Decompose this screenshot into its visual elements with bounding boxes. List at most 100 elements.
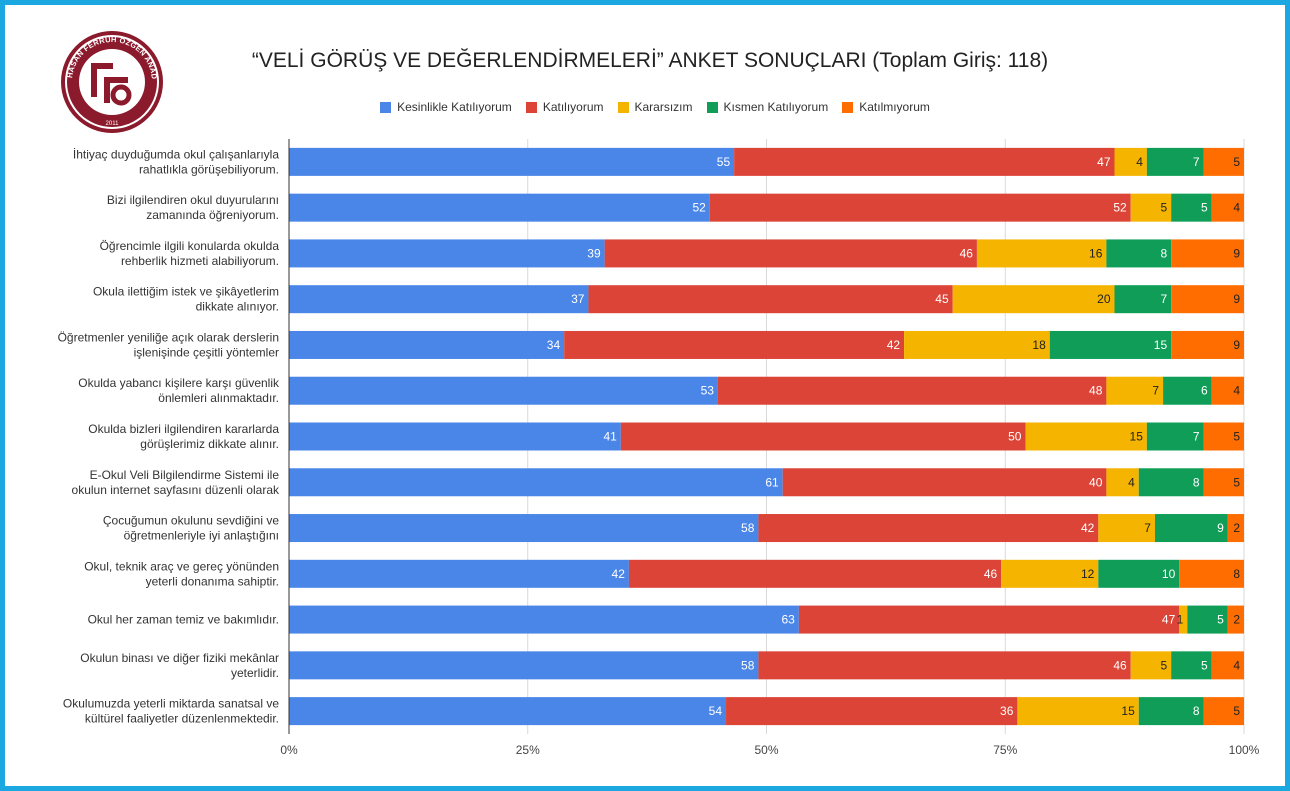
- bar-segment: [1106, 468, 1139, 497]
- data-label: 7: [1160, 292, 1167, 306]
- data-label: 9: [1233, 246, 1240, 260]
- data-label: 46: [960, 246, 974, 260]
- bar-segment: [1001, 559, 1099, 588]
- data-label: 47: [1097, 155, 1111, 169]
- data-label: 50: [1008, 430, 1022, 444]
- data-label: 6: [1201, 384, 1208, 398]
- bar-segment: [758, 651, 1131, 680]
- legend-item-2: Kararsızım: [617, 100, 693, 114]
- category-label: görüşlerimiz dikkate alınır.: [140, 437, 279, 451]
- data-label: 42: [612, 567, 626, 581]
- bar-segment: [726, 697, 1018, 726]
- legend-item-0: Kesinlikle Katılıyorum: [380, 100, 512, 114]
- data-label: 15: [1154, 338, 1168, 352]
- data-label: 5: [1201, 658, 1208, 672]
- data-label: 9: [1233, 338, 1240, 352]
- bar-segment: [1114, 147, 1147, 176]
- data-label: 5: [1233, 475, 1240, 489]
- bar-segment: [798, 605, 1180, 634]
- category-label: İhtiyaç duyduğumda okul çalışanlarıyla: [73, 147, 279, 161]
- x-tick-label: 50%: [754, 743, 778, 757]
- data-label: 47: [1162, 613, 1176, 627]
- data-label: 55: [717, 155, 731, 169]
- legend-item-3: Kısmen Katılıyorum: [706, 100, 829, 114]
- bar-segment: [289, 559, 629, 588]
- data-label: 58: [741, 658, 755, 672]
- data-label: 7: [1193, 430, 1200, 444]
- bar-segment: [1211, 193, 1244, 222]
- bar-segment: [1098, 559, 1180, 588]
- legend-swatch: [380, 101, 392, 113]
- legend-label: Katılmıyorum: [859, 100, 930, 114]
- category-label: dikkate alınıyor.: [196, 300, 279, 314]
- bar-segment: [1187, 605, 1228, 634]
- data-label: 2: [1233, 521, 1240, 535]
- category-label: zamanında öğreniyorum.: [146, 208, 279, 222]
- bar-segment: [289, 422, 621, 451]
- category-label: Okulumuzda yeterli miktarda sanatsal ve: [63, 697, 279, 711]
- bar-segment: [1049, 330, 1172, 359]
- data-label: 10: [1162, 567, 1176, 581]
- bar-segment: [604, 239, 977, 268]
- category-label: rahatlıkla görüşebiliyorum.: [139, 162, 279, 176]
- category-label: Bizi ilgilendiren okul duyurularını: [107, 193, 279, 207]
- category-label: yeterli donanıma sahiptir.: [146, 574, 279, 588]
- data-label: 15: [1121, 704, 1135, 718]
- bar-segment: [628, 559, 1002, 588]
- bar-segment: [289, 514, 759, 543]
- category-label: E-Okul Veli Bilgilendirme Sistemi ile: [90, 468, 280, 482]
- data-label: 8: [1193, 704, 1200, 718]
- data-label: 5: [1201, 201, 1208, 215]
- category-label: Çocuğumun okulunu sevdiğini ve: [103, 514, 279, 528]
- data-label: 63: [782, 613, 796, 627]
- bar-segment: [1025, 422, 1147, 451]
- bar-segment: [588, 285, 953, 314]
- bar-segment: [709, 193, 1131, 222]
- data-label: 48: [1089, 384, 1103, 398]
- legend-swatch: [525, 101, 537, 113]
- data-label: 34: [547, 338, 561, 352]
- legend-item-4: Katılmıyorum: [842, 100, 930, 114]
- bar-segment: [289, 651, 759, 680]
- category-label: Öğretmenler yeniliğe açık olarak dersler…: [58, 330, 279, 344]
- bar-segment: [1171, 330, 1244, 359]
- category-label: Okulda bizleri ilgilendiren kararlarda: [88, 422, 279, 436]
- logo-year: 2011: [106, 121, 120, 127]
- bar-segment: [1171, 193, 1212, 222]
- data-label: 52: [1113, 201, 1127, 215]
- bar-segment: [1146, 147, 1204, 176]
- category-label: okulun internet sayfasını düzenli olarak: [72, 483, 280, 497]
- data-label: 8: [1193, 475, 1200, 489]
- legend-label: Kararsızım: [634, 100, 693, 114]
- data-label: 18: [1032, 338, 1046, 352]
- bar-segment: [1138, 697, 1204, 726]
- data-label: 42: [887, 338, 901, 352]
- bar-segment: [1203, 697, 1244, 726]
- x-tick-label: 0%: [280, 743, 298, 757]
- bar-segment: [758, 514, 1099, 543]
- bar-segment: [1211, 651, 1244, 680]
- x-tick-label: 100%: [1229, 743, 1260, 757]
- data-label: 5: [1233, 704, 1240, 718]
- data-label: 5: [1160, 658, 1167, 672]
- legend-swatch: [706, 101, 718, 113]
- bar-segment: [1179, 559, 1244, 588]
- bar-segment: [289, 605, 799, 634]
- category-label: rehberlik hizmeti alabiliyorum.: [121, 254, 279, 268]
- data-label: 5: [1160, 201, 1167, 215]
- bar-segment: [1227, 514, 1244, 543]
- data-label: 4: [1233, 201, 1240, 215]
- data-label: 41: [603, 430, 617, 444]
- bar-segment: [1146, 422, 1204, 451]
- category-label: önlemleri alınmaktadır.: [158, 391, 279, 405]
- bar-segment: [620, 422, 1026, 451]
- data-label: 15: [1130, 430, 1144, 444]
- legend-label: Kısmen Katılıyorum: [723, 100, 829, 114]
- bar-segment: [1171, 651, 1212, 680]
- bar-segment: [289, 239, 605, 268]
- data-label: 4: [1128, 475, 1135, 489]
- data-label: 1: [1177, 613, 1184, 627]
- data-label: 4: [1233, 384, 1240, 398]
- bar-segment: [1227, 605, 1244, 634]
- data-label: 9: [1217, 521, 1224, 535]
